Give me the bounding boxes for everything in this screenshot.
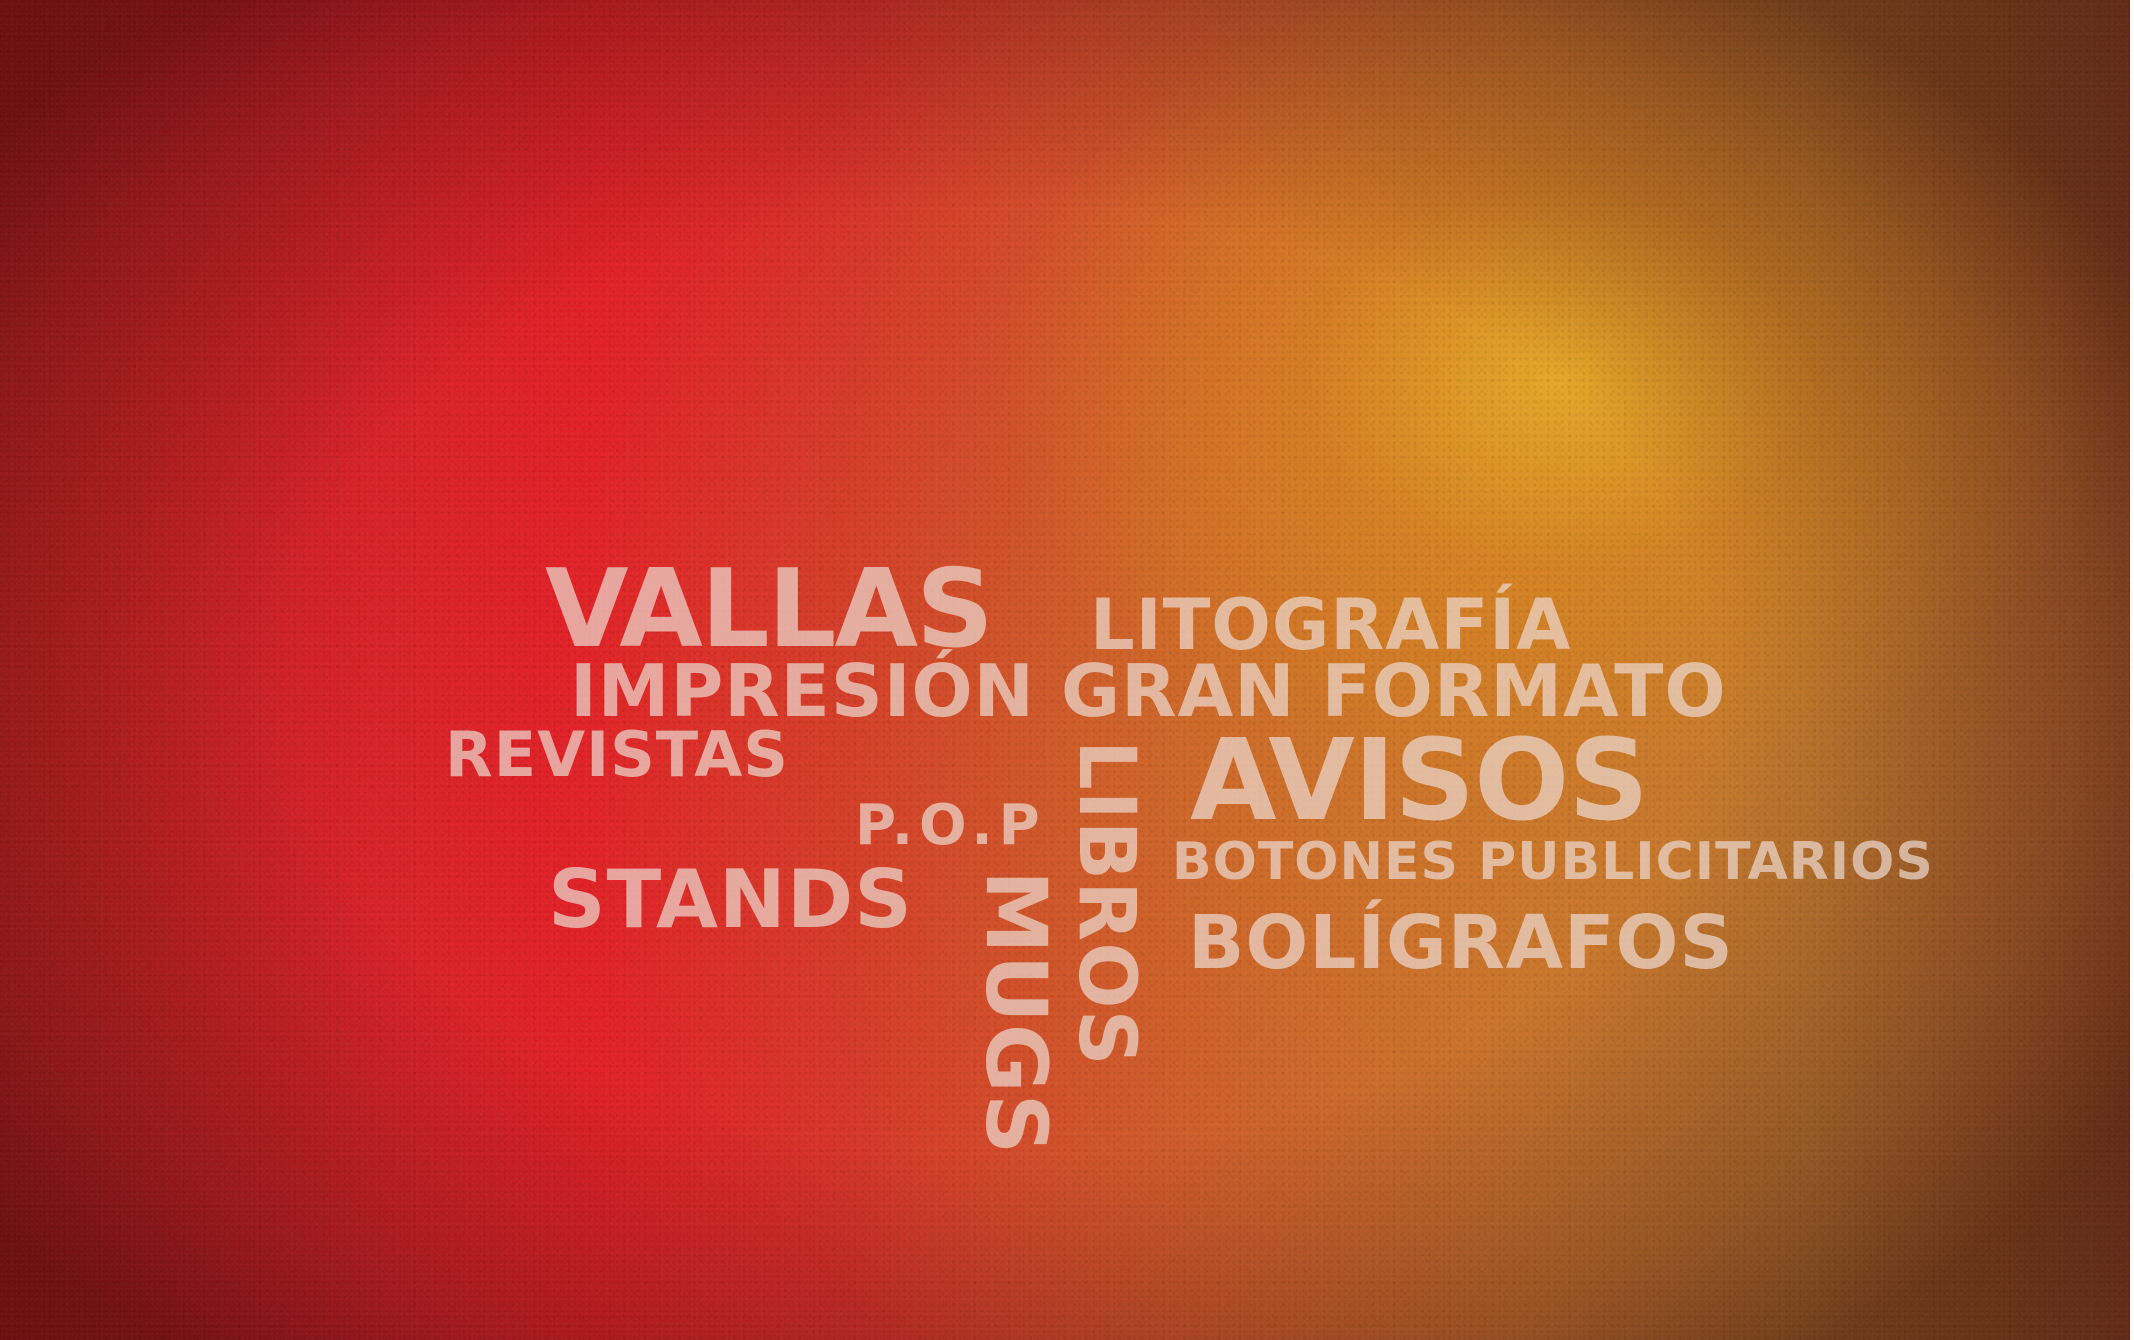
word-boligrafos: BOLÍGRAFOS [1188,900,1734,986]
word-botones-publicitarios: BOTONES PUBLICITARIOS [1172,832,1934,892]
word-revistas: REVISTAS [445,718,789,791]
word-stands: STANDS [548,853,913,946]
word-litografia: LITOGRAFÍA [1090,584,1572,666]
word-mugs: MUGS [967,870,1065,1156]
word-libros: LIBROS [1061,740,1151,1067]
right-edge [2130,0,2134,1340]
word-avisos: AVISOS [1190,716,1649,846]
word-impresion-gran-formato: IMPRESIÓN GRAN FORMATO [570,649,1727,733]
word-vallas: VALLAS [545,547,994,672]
word-pop: P.O.P [855,793,1046,858]
